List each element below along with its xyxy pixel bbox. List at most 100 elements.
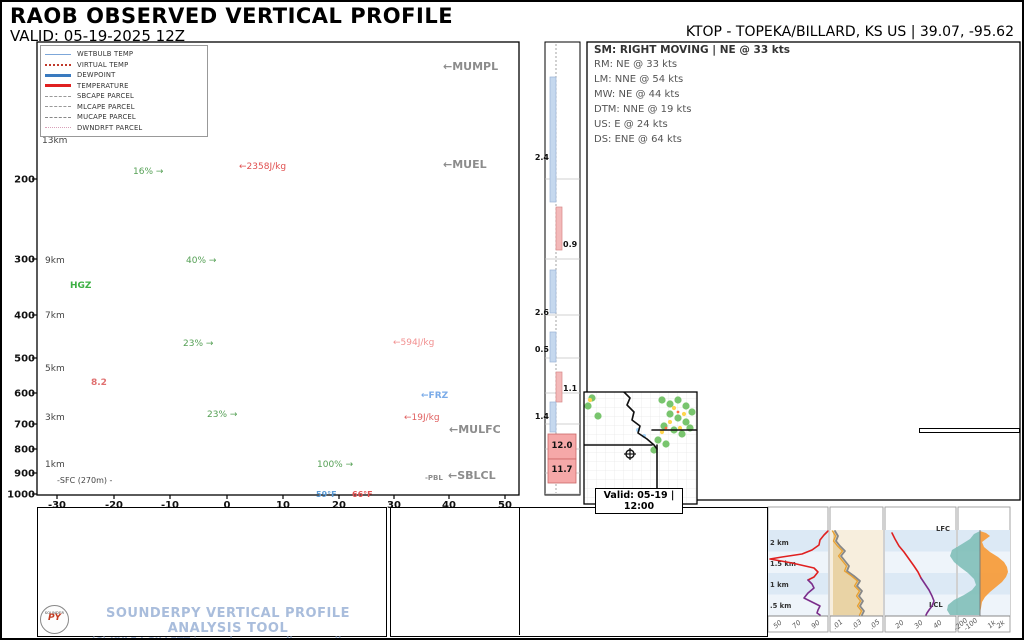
- storm-motion-line: DTM: NNE @ 19 kts: [594, 104, 692, 115]
- legend-label: VIRTUAL TEMP: [77, 60, 129, 69]
- svg-text:40: 40: [932, 619, 944, 631]
- svg-text:7km: 7km: [45, 311, 65, 321]
- storm-motion-line: SM: RIGHT MOVING | NE @ 33 kts: [594, 44, 791, 56]
- table-divider: [519, 507, 520, 635]
- srh-summary-box: [919, 428, 1020, 433]
- svg-text:40: 40: [442, 500, 456, 511]
- svg-text:30: 30: [913, 619, 925, 631]
- valid-time: VALID: 05-19-2025 12Z: [10, 27, 186, 45]
- svg-text:←SBLCL: ←SBLCL: [448, 469, 496, 482]
- svg-text:HGZ: HGZ: [70, 281, 92, 291]
- legend-item: MLCAPE PARCEL: [45, 102, 203, 113]
- svg-text:13km: 13km: [42, 136, 67, 146]
- thermo-table: [37, 507, 387, 637]
- svg-text:-10: -10: [161, 500, 179, 511]
- storm-motion-line: LM: NNE @ 54 kts: [594, 74, 684, 85]
- svg-text:23% →: 23% →: [183, 339, 214, 349]
- storm-motion-line: US: E @ 24 kts: [594, 119, 668, 130]
- legend-item: VIRTUAL TEMP: [45, 60, 203, 71]
- svg-text:50: 50: [498, 500, 512, 511]
- legend-item: DWNDRFT PARCEL: [45, 123, 203, 134]
- svg-text:20: 20: [332, 500, 346, 511]
- svg-text:0.9: 0.9: [563, 240, 578, 249]
- legend-line-sample: [45, 127, 71, 129]
- logo-text: SOUNDER: [44, 611, 65, 615]
- footer-credit: (C) KYLE J GILLETT | sounderpysoundings.…: [74, 636, 382, 638]
- svg-text:-20: -20: [105, 500, 123, 511]
- storm-motion-list: SM: RIGHT MOVING | NE @ 33 kts RM: NE @ 3…: [594, 44, 790, 149]
- svg-text:←FRZ: ←FRZ: [421, 391, 449, 401]
- svg-text:.5 km: .5 km: [770, 602, 791, 610]
- skewt-legend: WETBULB TEMP VIRTUAL TEMP DEWPOINT TEMPERAT…: [40, 45, 208, 137]
- legend-item: WETBULB TEMP: [45, 49, 203, 60]
- svg-text:←MULFC: ←MULFC: [449, 423, 501, 436]
- svg-text:23% →: 23% →: [207, 410, 238, 420]
- svg-text:30: 30: [387, 500, 401, 511]
- svg-text:←MUMPL: ←MUMPL: [443, 60, 498, 73]
- footer: SOUNDERPY VERTICAL PROFILE ANALYSIS TOOL…: [74, 606, 382, 638]
- svg-text:66°F: 66°F: [352, 490, 373, 499]
- svg-text:3km: 3km: [45, 413, 65, 423]
- svg-text:1000: 1000: [7, 490, 35, 501]
- legend-line-sample: [45, 116, 71, 118]
- svg-text:700: 700: [14, 420, 35, 431]
- svg-text:5km: 5km: [45, 364, 65, 374]
- legend-line-sample: [45, 84, 71, 88]
- storm-motion-line: DS: ENE @ 64 kts: [594, 134, 682, 145]
- svg-text:11.7: 11.7: [552, 465, 573, 475]
- svg-text:1.4: 1.4: [535, 412, 550, 421]
- legend-label: DWNDRFT PARCEL: [77, 123, 143, 132]
- logo-py: PY: [47, 613, 62, 623]
- svg-text:1.5 km: 1.5 km: [770, 560, 796, 568]
- svg-text:9km: 9km: [45, 256, 65, 266]
- legend-line-sample: [45, 95, 71, 97]
- svg-text:←19J/kg: ←19J/kg: [404, 413, 440, 423]
- svg-text:800: 800: [14, 445, 35, 456]
- svg-text:2.4: 2.4: [535, 153, 550, 162]
- station-info: KTOP - TOPEKA/BILLARD, KS US | 39.07, -9…: [685, 24, 1014, 40]
- svg-text:1km: 1km: [45, 460, 65, 470]
- legend-label: MLCAPE PARCEL: [77, 102, 135, 111]
- legend-line-sample: [45, 73, 71, 77]
- legend-label: WETBULB TEMP: [77, 50, 134, 59]
- legend-line-sample: [45, 53, 71, 55]
- legend-line-sample: [45, 63, 71, 66]
- svg-text:←MUEL: ←MUEL: [443, 158, 487, 171]
- svg-text:12.0: 12.0: [552, 441, 573, 451]
- svg-text:0.5: 0.5: [535, 345, 550, 354]
- storm-motion-line: RM: NE @ 33 kts: [594, 59, 678, 70]
- svg-text:50: 50: [772, 619, 784, 631]
- svg-text:100% →: 100% →: [317, 460, 354, 470]
- svg-text:300: 300: [14, 255, 35, 266]
- svg-text:8.2: 8.2: [91, 378, 107, 388]
- svg-text:70: 70: [791, 619, 803, 631]
- legend-item: TEMPERATURE: [45, 81, 203, 92]
- svg-text:900: 900: [14, 469, 35, 480]
- svg-text:90: 90: [810, 619, 822, 631]
- moisture-shear-tables: [390, 507, 768, 637]
- svg-text:0: 0: [224, 500, 231, 511]
- svg-text:←594J/kg: ←594J/kg: [393, 338, 434, 348]
- svg-text:16% →: 16% →: [133, 167, 164, 177]
- legend-label: DEWPOINT: [77, 71, 116, 80]
- legend-label: TEMPERATURE: [77, 81, 129, 90]
- sounderpy-logo: SOUNDER PY: [40, 605, 69, 634]
- page-title: RAOB OBSERVED VERTICAL PROFILE: [10, 4, 454, 28]
- legend-item: SBCAPE PARCEL: [45, 91, 203, 102]
- legend-label: SBCAPE PARCEL: [77, 92, 134, 101]
- svg-text:-30: -30: [48, 500, 66, 511]
- svg-text:500: 500: [14, 354, 35, 365]
- svg-text:LCL: LCL: [929, 601, 943, 609]
- svg-text:←2358J/kg: ←2358J/kg: [239, 162, 286, 172]
- svg-text:2.6: 2.6: [535, 308, 550, 317]
- svg-text:400: 400: [14, 311, 35, 322]
- svg-text:1.1: 1.1: [563, 384, 578, 393]
- legend-item: DEWPOINT: [45, 70, 203, 81]
- svg-text:59°F: 59°F: [316, 490, 337, 499]
- legend-line-sample: [45, 106, 71, 108]
- svg-text:600: 600: [14, 389, 35, 400]
- storm-motion-line: MW: NE @ 44 kts: [594, 89, 680, 100]
- svg-text:LFC: LFC: [936, 525, 950, 533]
- svg-text:40% →: 40% →: [186, 256, 217, 266]
